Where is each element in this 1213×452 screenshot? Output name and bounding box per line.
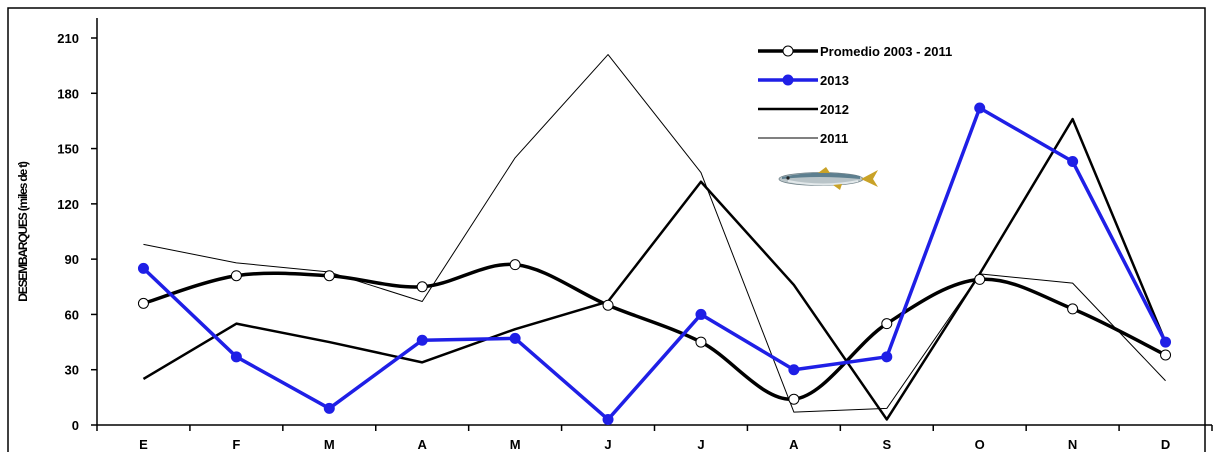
series-promedio-2003-2011 xyxy=(137,259,1172,405)
data-point xyxy=(230,351,242,363)
x-tick-label: F xyxy=(232,437,240,452)
series-layer xyxy=(137,54,1172,425)
data-point xyxy=(137,297,149,309)
data-point xyxy=(1067,155,1079,167)
y-tick-label: 60 xyxy=(65,307,79,322)
data-point xyxy=(230,270,242,282)
x-tick-label: N xyxy=(1068,437,1077,452)
y-tick-label: 150 xyxy=(57,142,79,157)
data-point xyxy=(881,318,893,330)
series-line xyxy=(143,54,1166,413)
y-tick-label: 120 xyxy=(57,197,79,212)
x-tick-label: M xyxy=(510,437,521,452)
legend-item: 2013 xyxy=(758,73,849,88)
data-point xyxy=(788,364,800,376)
data-point xyxy=(1067,303,1079,315)
anchovy-fish-icon xyxy=(778,167,878,190)
legend-marker xyxy=(782,45,794,57)
data-point xyxy=(974,102,986,114)
data-point xyxy=(695,308,707,320)
y-tick-label: 90 xyxy=(65,252,79,267)
x-tick-label: S xyxy=(882,437,891,452)
legend-label: 2012 xyxy=(820,102,849,117)
y-tick-label: 210 xyxy=(57,31,79,46)
data-point xyxy=(323,270,335,282)
data-point xyxy=(881,351,893,363)
data-point xyxy=(137,262,149,274)
legend-item: 2011 xyxy=(758,131,848,146)
x-tick-label: J xyxy=(697,437,704,452)
x-tick-label: J xyxy=(604,437,611,452)
data-point xyxy=(602,299,614,311)
data-point xyxy=(788,393,800,405)
data-point xyxy=(1160,349,1172,361)
legend-item: Promedio 2003 - 2011 xyxy=(758,44,952,59)
y-tick-label: 0 xyxy=(72,418,79,433)
legend-item: 2012 xyxy=(758,102,849,117)
y-tick-label: 180 xyxy=(57,86,79,101)
legend-label: Promedio 2003 - 2011 xyxy=(820,44,952,59)
data-point xyxy=(974,273,986,285)
series-line xyxy=(142,106,1168,422)
series-2013 xyxy=(137,102,1172,425)
y-axis-title: DESEMBARQUES (miles de t) xyxy=(16,161,30,302)
data-point xyxy=(695,336,707,348)
data-point xyxy=(509,259,521,271)
data-point xyxy=(1160,336,1172,348)
chart-border xyxy=(7,7,1206,452)
series-line xyxy=(142,117,1167,421)
data-point xyxy=(323,402,335,414)
data-point xyxy=(509,332,521,344)
data-point xyxy=(602,413,614,425)
x-tick-label: D xyxy=(1161,437,1170,452)
x-tick-label: M xyxy=(324,437,335,452)
legend-marker xyxy=(782,74,794,86)
x-tick-label: O xyxy=(975,437,985,452)
series-2012 xyxy=(142,117,1167,421)
data-point xyxy=(416,281,428,293)
x-tick-label: A xyxy=(418,437,428,452)
y-axis-ticks: 0 30 60 90 120 150 180 210 xyxy=(57,31,97,433)
series-2011 xyxy=(143,54,1166,413)
data-point xyxy=(416,334,428,346)
x-tick-label: E xyxy=(139,437,148,452)
x-tick-label: A xyxy=(789,437,799,452)
legend-label: 2013 xyxy=(820,73,849,88)
legend-label: 2011 xyxy=(820,131,848,146)
y-tick-label: 30 xyxy=(65,363,79,378)
legend: Promedio 2003 - 2011 2013 2012 2011 xyxy=(758,44,952,146)
